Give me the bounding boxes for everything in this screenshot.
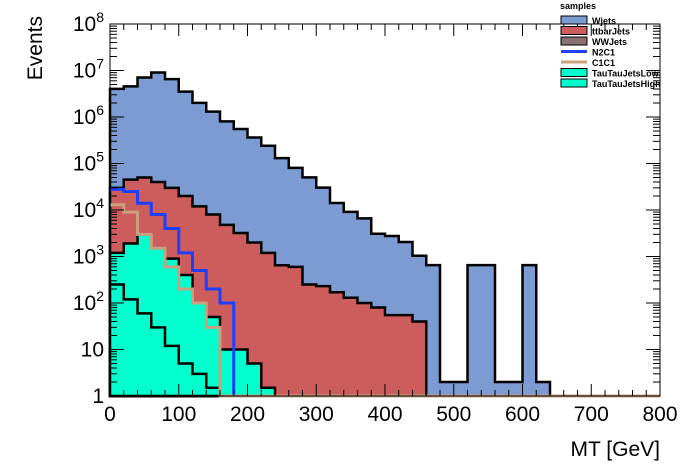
bar-ttbarjets [357, 303, 372, 396]
bar-ttbarjets [398, 315, 413, 396]
legend-label: Wjets [592, 16, 616, 26]
x-tick-label: 300 [299, 403, 334, 426]
y-tick-label: 105 [73, 149, 104, 176]
y-tick-label: 10 [81, 339, 104, 362]
legend-entry-c1c1: C1C1 [561, 58, 615, 68]
bar-tautaujetslow [261, 387, 276, 396]
bar-tautaujetshigh [206, 387, 221, 396]
y-axis-title: Events [24, 16, 47, 80]
y-tick-exponent: 5 [96, 149, 104, 165]
legend-entry-n2c1: N2C1 [561, 48, 615, 58]
bar-ttbarjets [412, 321, 427, 396]
legend-entry-wjets: Wjets [560, 15, 616, 26]
bar-tautaujetshigh [192, 373, 207, 396]
bar-wjets [481, 265, 496, 396]
legend-label: TauTauJetsHigh [592, 79, 661, 89]
bar-tautaujetslow [233, 349, 248, 396]
bar-ttbarjets [261, 252, 276, 396]
legend-swatch [560, 26, 588, 35]
bar-wjets [453, 382, 468, 396]
y-tick-exponent: 8 [96, 9, 104, 25]
x-axis-title: MT [GeV] [571, 438, 660, 461]
x-tick-label: 100 [161, 403, 196, 426]
bar-ttbarjets [302, 284, 317, 396]
y-tick-exponent: 6 [96, 102, 104, 118]
outline-wjets [108, 71, 660, 398]
bar-wjets [495, 382, 510, 396]
legend-entry-tautaujetslow: TauTauJetsLow [560, 68, 660, 79]
y-tick-label: 106 [73, 102, 104, 129]
bar-tautaujetshigh [137, 313, 152, 396]
x-tick-label: 0 [104, 403, 116, 426]
bar-tautaujetshigh [110, 284, 125, 396]
y-tick-label: 107 [73, 56, 104, 83]
bar-wjets [522, 265, 537, 396]
x-tick-label: 400 [367, 403, 402, 426]
bar-ttbarjets [275, 265, 290, 396]
y-tick-label: 108 [73, 9, 104, 36]
legend-swatch [560, 15, 588, 25]
legend-swatch [560, 68, 588, 77]
y-tick-label: 104 [73, 195, 104, 222]
bar-ttbarjets [330, 292, 345, 396]
bar-tautaujetshigh [123, 299, 138, 396]
legend-label: ttbarJets [592, 27, 630, 37]
overlay-filled-histograms [108, 233, 277, 398]
legend-swatch [560, 78, 588, 88]
legend-entry-wwjets: WWJets [560, 36, 627, 47]
bar-tautaujetslow [247, 363, 262, 396]
y-tick-label: 103 [73, 242, 104, 269]
legend-swatch [560, 36, 588, 46]
bar-tautaujetslow [220, 349, 235, 396]
bar-tautaujetshigh [151, 327, 166, 396]
bar-ttbarjets [385, 315, 400, 396]
axes [109, 23, 661, 397]
bar-ttbarjets [247, 242, 262, 396]
outline-tautaujetshigh [108, 283, 222, 398]
legend: samples WjetsttbarJetsWWJetsN2C1C1C1TauT… [560, 1, 661, 89]
bar-wjets [440, 382, 455, 396]
x-tick-label: 700 [574, 403, 609, 426]
tick-labels: 0 100 200 300 400 500 600 700 800 1 10 102 103 104 105… [73, 9, 678, 426]
legend-label: TauTauJetsLow [592, 69, 660, 79]
bar-ttbarjets [288, 266, 303, 396]
legend-label: WWJets [592, 37, 627, 47]
y-tick-exponent: 7 [96, 56, 104, 72]
legend-title: samples [560, 1, 596, 11]
legend-entry-tautaujetshigh: TauTauJetsHigh [560, 78, 661, 89]
y-tick-exponent: 4 [96, 195, 104, 211]
bar-wjets [536, 382, 551, 396]
y-tick-exponent: 3 [96, 242, 104, 258]
bar-tautaujetslow [206, 316, 221, 396]
y-tick-label: 1 [92, 385, 104, 408]
bar-ttbarjets [316, 286, 331, 396]
legend-label: N2C1 [592, 48, 615, 58]
y-tick-exponent: 2 [96, 288, 104, 304]
bar-wjets [508, 382, 523, 396]
x-tick-label: 500 [436, 403, 471, 426]
legend-label: C1C1 [592, 58, 615, 68]
bar-wjets [467, 265, 482, 396]
legend-entry-ttbarjets: ttbarJets [560, 26, 630, 37]
bar-tautaujetshigh [178, 363, 193, 396]
bar-ttbarjets [371, 307, 386, 396]
x-tick-label: 800 [642, 403, 677, 426]
x-tick-label: 200 [230, 403, 265, 426]
x-tick-label: 600 [505, 403, 540, 426]
bar-tautaujetshigh [165, 345, 180, 396]
series-tautaujetshigh [108, 283, 222, 398]
bar-ttbarjets [343, 297, 358, 396]
bar-wjets [426, 265, 441, 396]
y-tick-label: 102 [73, 288, 104, 315]
